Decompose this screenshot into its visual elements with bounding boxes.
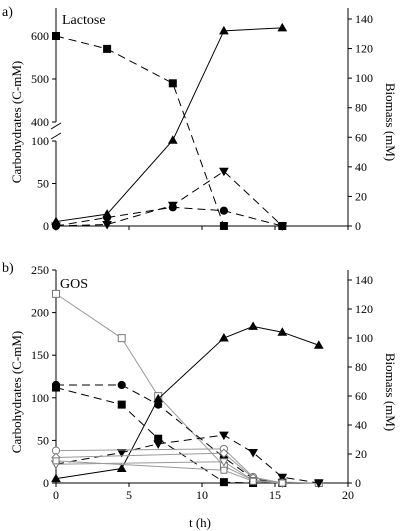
- data-point-triangle-up-filled: [51, 473, 61, 483]
- data-point-square-open: [117, 334, 126, 343]
- panel-b-title: GOS: [60, 277, 88, 292]
- data-point-triangle-down-filled: [167, 201, 178, 211]
- data-point-square-open-small: [52, 457, 60, 465]
- data-point-triangle-up-filled: [248, 321, 258, 330]
- y-tick-label: 100: [31, 391, 49, 405]
- data-point-triangle-down-filled: [153, 440, 164, 449]
- y2-tick-label: 0: [355, 476, 361, 490]
- y-tick-label: 250: [31, 263, 49, 277]
- axis-break-mark: [50, 132, 62, 140]
- y-tick-label: 600: [31, 29, 49, 43]
- y-tick-label: 0: [43, 219, 49, 233]
- series-line-diamond-open: [55, 452, 283, 484]
- data-point-triangle-down-filled: [219, 167, 229, 177]
- x-tick-label: 10: [196, 488, 208, 502]
- data-point-square-filled: [52, 32, 60, 40]
- series-line-triangle-up-filled: [55, 325, 319, 480]
- y2-tick-label: 120: [355, 42, 373, 56]
- y2-tick-label: 20: [355, 447, 367, 461]
- data-point-square-filled: [52, 383, 60, 392]
- data-point-square-filled: [168, 79, 177, 88]
- panel-a: a) Lactose Carbohydrates (C-mM) Biomass …: [2, 5, 398, 233]
- data-point-square-open-small: [220, 466, 228, 474]
- data-point-square-filled: [117, 400, 126, 409]
- data-point-triangle-down-open: [219, 458, 229, 467]
- data-point-triangle-down-filled: [248, 449, 258, 458]
- series-line-circle-filled: [56, 384, 283, 484]
- y-tick-label: 500: [31, 72, 49, 86]
- data-point-square-open: [52, 289, 60, 298]
- y2-tick-label: 80: [355, 360, 367, 374]
- y2-tick-label: 20: [355, 189, 367, 203]
- data-point-square-filled: [219, 478, 228, 487]
- y2-tick-label: 40: [355, 418, 367, 432]
- y2-tick-label: 60: [355, 130, 367, 144]
- series-line-square-open-small: [55, 460, 283, 484]
- y-tick-label: 150: [31, 348, 49, 362]
- y2-tick-label: 100: [355, 71, 373, 85]
- data-point-triangle-up-filled: [167, 135, 178, 144]
- series-line-square-filled: [55, 35, 283, 227]
- data-point-triangle-up-filled: [102, 209, 112, 218]
- data-point-triangle-up-filled: [116, 463, 127, 472]
- data-point-triangle-up-filled: [277, 22, 288, 32]
- panel-a-title: Lactose: [62, 13, 106, 28]
- y2-tick-label: 80: [355, 101, 367, 115]
- axis-break-mark: [50, 122, 62, 130]
- panel-b-y2label: Biomass (mM): [383, 353, 398, 431]
- data-point-triangle-up-filled: [219, 25, 229, 35]
- data-point-triangle-down-filled: [277, 473, 288, 483]
- data-point-square-open-small: [249, 477, 257, 485]
- panel-a-label: a): [2, 5, 13, 20]
- y2-tick-label: 40: [355, 160, 367, 174]
- data-point-square-open-small: [278, 479, 286, 487]
- panel-b-plot: [51, 289, 324, 489]
- panel-a-ylabel: Carbohydrates (C-mM): [9, 61, 24, 183]
- data-point-triangle-up-filled: [313, 340, 324, 349]
- x-tick-label: 20: [342, 488, 354, 502]
- y-tick-label: 0: [43, 476, 49, 490]
- panel-a-axes: 0 50 100 400 500 600 0 20 40 60 80 100 120 140: [31, 8, 373, 233]
- series-line-square-open: [55, 293, 319, 484]
- data-point-triangle-down-filled: [219, 431, 229, 441]
- data-point-triangle-down-filled: [277, 222, 288, 232]
- x-tick-label: 15: [269, 488, 281, 502]
- y-tick-label: 100: [31, 134, 49, 148]
- data-point-circle-filled: [219, 206, 228, 215]
- y-tick-label: 50: [37, 177, 49, 191]
- data-point-triangle-up-filled: [219, 332, 229, 342]
- series-line-square-filled: [55, 387, 283, 484]
- y-tick-label: 50: [37, 433, 49, 447]
- y-tick-label: 200: [31, 306, 49, 320]
- y2-tick-label: 140: [355, 273, 373, 287]
- panel-b-xlabel: t (h): [189, 515, 211, 530]
- data-point-triangle-up-filled: [51, 216, 61, 226]
- y2-tick-label: 60: [355, 389, 367, 403]
- data-point-square-filled: [219, 222, 228, 230]
- data-point-square-filled: [103, 44, 112, 53]
- x-tick-label: 5: [126, 488, 132, 502]
- panel-b: b) GOS Carbohydrates (C-mM) Biomass (mM)…: [2, 261, 398, 530]
- data-point-triangle-down-filled: [102, 221, 112, 230]
- panel-a-y2label: Biomass (mM): [383, 83, 398, 161]
- series-line-triangle-down-filled: [55, 170, 283, 227]
- data-point-circle-filled: [117, 380, 126, 390]
- panel-b-label: b): [2, 261, 14, 276]
- y2-tick-label: 120: [355, 302, 373, 316]
- y2-tick-label: 100: [355, 331, 373, 345]
- series-line-triangle-up-filled: [55, 27, 283, 223]
- data-point-triangle-up-filled: [153, 393, 164, 403]
- y2-tick-label: 140: [355, 12, 373, 26]
- data-point-triangle-down-filled: [313, 479, 324, 489]
- data-point-triangle-up-filled: [277, 327, 288, 336]
- data-point-diamond-open: [219, 448, 229, 458]
- y2-tick-label: 0: [355, 219, 361, 233]
- x-tick-label: 0: [53, 488, 59, 502]
- panel-b-ylabel: Carbohydrates (C-mM): [9, 331, 24, 453]
- y-tick-label: 400: [31, 115, 49, 129]
- panel-a-plot: [51, 22, 288, 232]
